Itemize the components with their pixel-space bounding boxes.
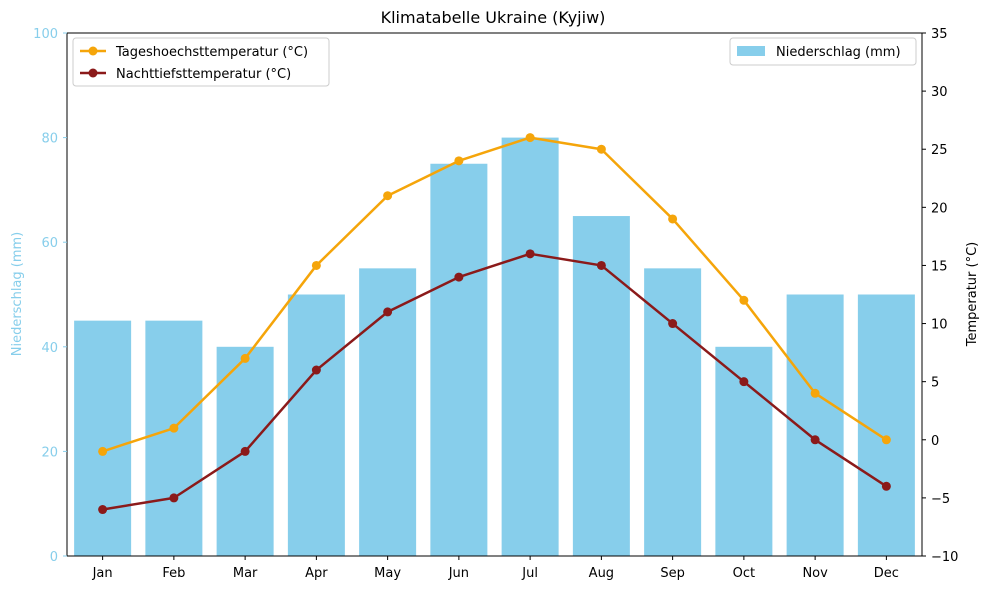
legend-precipitation: Niederschlag (mm) (729, 37, 917, 66)
y-left-tick-label: 20 (41, 445, 58, 460)
point-series-0-jul (525, 133, 535, 143)
y-left-tick-label: 40 (41, 341, 58, 356)
legend-marker-low (88, 68, 98, 78)
x-tick-label: Oct (733, 566, 755, 581)
bar-jun (430, 163, 488, 556)
x-tick-label: Dec (874, 566, 899, 581)
y-right-tick-label: 35 (931, 27, 948, 42)
y-right-tick-label: 25 (931, 143, 948, 158)
point-series-1-oct (739, 377, 749, 387)
point-series-0-may (383, 191, 393, 201)
x-tick-label: Feb (162, 566, 185, 581)
point-series-1-dec (881, 481, 891, 491)
point-series-1-may (383, 307, 393, 317)
y-right-tick-label: 15 (931, 259, 948, 274)
bar-aug (572, 216, 630, 557)
chart-title: Klimatabelle Ukraine (Kyjiw) (381, 8, 606, 27)
x-tick-label: Mar (233, 566, 258, 581)
x-tick-label: May (374, 566, 401, 581)
legend-precipitation-box (729, 37, 917, 66)
x-axis: Jan Feb Mar Apr May Jun Jul Aug Sep Oct Nov Dec (92, 556, 899, 581)
x-tick-label: Jun (448, 566, 469, 581)
point-series-0-jun (454, 156, 464, 166)
y-right-tick-label: −10 (931, 550, 958, 565)
temperature-lines (98, 133, 891, 515)
legend-label-precipitation: Niederschlag (mm) (776, 45, 901, 60)
point-series-1-jun (454, 272, 464, 282)
y-left-tick-label: 0 (50, 550, 58, 565)
point-series-0-feb (169, 423, 179, 433)
point-series-0-dec (881, 435, 891, 445)
legend-temperature: Tageshoechsttemperatur (°C) Nachttiefstt… (72, 37, 330, 87)
bar-jul (501, 137, 559, 556)
y-left-tick-label: 60 (41, 236, 58, 251)
y-right-tick-label: 5 (931, 376, 939, 391)
legend-label-high: Tageshoechsttemperatur (°C) (115, 45, 308, 60)
x-tick-label: Aug (589, 566, 614, 581)
x-tick-label: Sep (660, 566, 685, 581)
x-tick-label: Jan (92, 566, 113, 581)
legend-label-low: Nachttiefsttemperatur (°C) (116, 67, 291, 82)
bar-nov (786, 294, 844, 556)
point-series-0-nov (810, 388, 820, 398)
legend-temperature-box (72, 37, 330, 87)
x-tick-label: Nov (802, 566, 828, 581)
line-series-1 (102, 252, 888, 511)
plot-frame (66, 32, 923, 557)
bar-sep (644, 268, 702, 556)
y-right-tick-label: 20 (931, 201, 948, 216)
bar-dec (857, 294, 915, 556)
y-left-tick-label: 80 (41, 132, 58, 147)
y-axis-right-label: Temperatur (°C) (965, 242, 980, 348)
line-series-0 (102, 136, 888, 453)
point-series-0-oct (739, 295, 749, 305)
bar-feb (145, 320, 203, 556)
point-series-0-jan (98, 446, 108, 456)
x-tick-label: Jul (521, 566, 538, 581)
x-tick-label: Apr (305, 566, 328, 581)
point-series-1-nov (810, 435, 820, 445)
point-series-0-aug (596, 144, 606, 154)
y-axis-left: 0 20 40 60 80 100 (33, 27, 67, 565)
y-axis-right: −10 −5 0 5 10 15 20 25 30 35 (922, 27, 958, 565)
y-right-tick-label: 10 (931, 318, 948, 333)
point-series-0-apr (311, 260, 321, 270)
point-series-1-aug (596, 260, 606, 270)
point-series-0-sep (668, 214, 678, 224)
point-series-1-jul (525, 249, 535, 259)
legend-swatch-precipitation (737, 46, 765, 56)
y-right-tick-label: 0 (931, 434, 939, 449)
point-series-1-sep (668, 319, 678, 329)
point-series-1-feb (169, 493, 179, 503)
point-series-0-mar (240, 353, 250, 363)
precipitation-bars (74, 137, 915, 557)
legend-marker-high (88, 46, 98, 56)
y-left-tick-label: 100 (33, 27, 58, 42)
bar-jan (74, 320, 132, 556)
y-right-tick-label: 30 (931, 85, 948, 100)
point-series-1-apr (311, 365, 321, 375)
point-series-1-jan (98, 505, 108, 515)
y-axis-left-label: Niederschlag (mm) (10, 232, 25, 357)
bar-apr (287, 294, 345, 556)
y-right-tick-label: −5 (931, 492, 950, 507)
point-series-1-mar (240, 446, 250, 456)
